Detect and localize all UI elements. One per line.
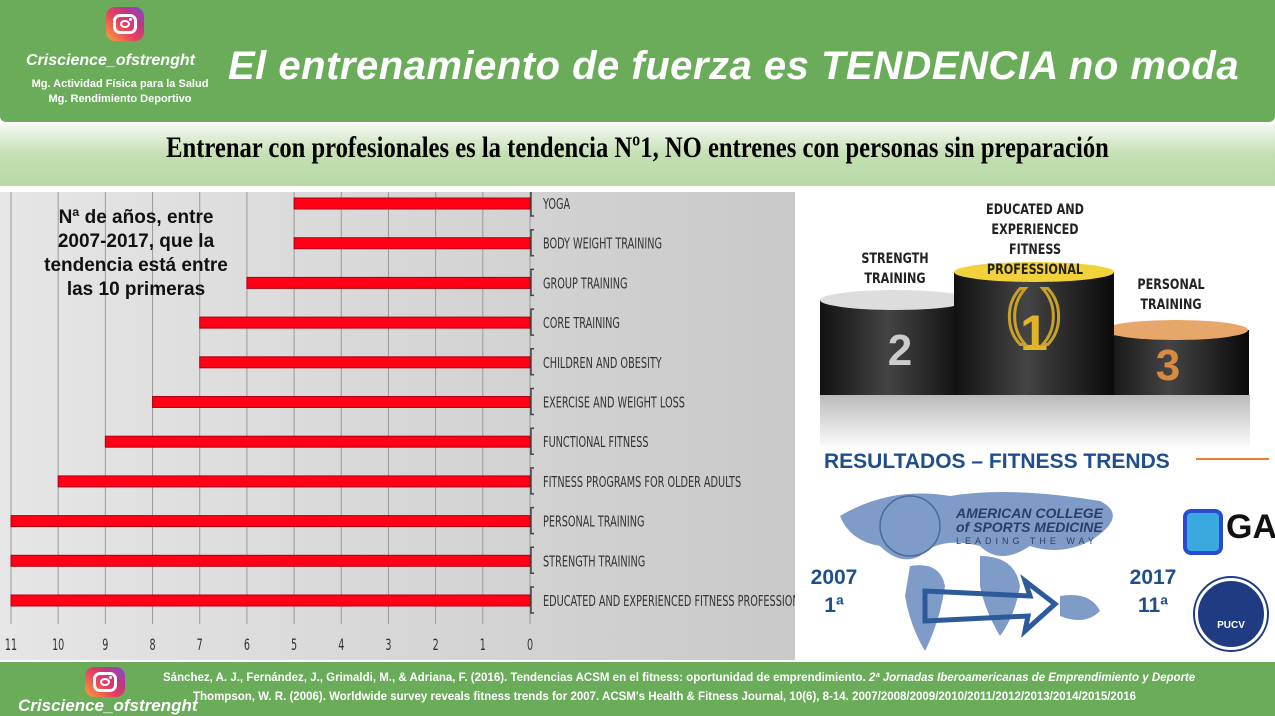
degree-2: Mg. Rendimiento Deportivo [48, 93, 192, 105]
bar [10, 515, 531, 528]
note-line: 2007-2017, que la [57, 231, 215, 252]
note-line: las 10 primeras [66, 279, 206, 300]
pucv-logo: PUCV [1195, 578, 1267, 650]
bar [199, 356, 531, 369]
bracket [530, 268, 534, 297]
acsm-seal-icon [879, 495, 941, 557]
first-label: EDUCATED AND EXPERIENCED FITNESS PROFESS… [986, 202, 1084, 278]
instagram-icon[interactable] [85, 667, 125, 697]
podium-first [954, 272, 1114, 395]
category-label: CHILDREN AND OBESITY [543, 355, 662, 372]
chart-svg: YOGA BODY WEIGHT TRAINING GROUP TRAINING CO… [5, 192, 795, 655]
bracket [530, 546, 534, 575]
bracket [530, 586, 534, 614]
results-title: RESULTADOS – FITNESS TRENDS [824, 450, 1170, 473]
x-tick-label: 2 [433, 637, 439, 655]
category-label: GROUP TRAINING [543, 276, 628, 293]
x-tick-label: 4 [338, 637, 344, 655]
world-map-image [840, 492, 1113, 651]
x-tick-label: 5 [291, 637, 297, 655]
podium-third [1104, 330, 1249, 395]
end-year: 2017 11ª [1123, 564, 1183, 620]
bar [104, 435, 531, 448]
acsm-line1: AMERICAN COLLEGE [956, 505, 1103, 521]
bracket [530, 348, 534, 376]
x-tick-label: 0 [527, 637, 533, 655]
note-line: Nª de años, entre [58, 207, 214, 228]
chart-note: Nª de años, entre 2007-2017, que la tend… [16, 206, 256, 302]
bar [10, 594, 531, 607]
x-tick-label: 8 [149, 637, 155, 655]
podium-image: 2 1 3 ( ) [820, 262, 1250, 450]
footer-handle: Criscience_ofstrenght [18, 696, 198, 715]
podium-second [820, 300, 970, 395]
bar [293, 197, 531, 210]
place-3: 3 [1156, 341, 1180, 390]
subtitle-band [0, 124, 1275, 186]
bracket [530, 467, 534, 495]
rank-2017: 11ª [1138, 594, 1168, 617]
acsm-logo: AMERICAN COLLEGE of SPORTS MEDICINE LEAD… [956, 506, 1103, 548]
reference-2: Thompson, W. R. (2006). Worldwide survey… [193, 691, 1137, 703]
rank-2007: 1ª [824, 594, 844, 617]
page-title: El entrenamiento de fuerza es TENDENCIA … [228, 44, 1240, 88]
bracket [530, 192, 534, 217]
podium-reflection [820, 395, 1250, 450]
degree-1: Mg. Actividad Física para la Salud [31, 78, 209, 90]
place-1: 1 [1020, 305, 1048, 361]
bar-chart: YOGA BODY WEIGHT TRAINING GROUP TRAINING CO… [0, 192, 795, 660]
x-tick-label: 10 [52, 637, 64, 655]
category-label: PERSONAL TRAINING [543, 514, 644, 531]
gaf-logo-icon [1183, 509, 1223, 555]
ref1-journal: 2ª Jornadas Iberoamericanas de Emprendim… [868, 672, 1196, 684]
year-2007: 2007 [810, 566, 858, 589]
second-label: STRENGTH TRAINING [861, 251, 929, 287]
bracket [530, 308, 534, 336]
x-tick-label: 3 [385, 637, 391, 655]
bar [152, 396, 531, 408]
bracket [530, 427, 534, 455]
bar [293, 237, 531, 250]
place-2: 2 [888, 326, 912, 375]
x-tick-label: 9 [102, 637, 108, 655]
bar [199, 316, 531, 329]
x-tick-label: 7 [197, 637, 203, 655]
category-label: FITNESS PROGRAMS FOR OLDER ADULTS [543, 474, 741, 491]
x-tick-label: 1 [480, 637, 486, 655]
divider [1196, 458, 1269, 460]
footer: Criscience_ofstrenght Sánchez, A. J., Fe… [0, 662, 1275, 716]
category-label: CORE TRAINING [543, 315, 620, 332]
x-tick-label: 11 [5, 637, 17, 655]
bracket [530, 506, 534, 535]
third-label: PERSONAL TRAINING [1137, 277, 1205, 313]
bracket [530, 387, 534, 416]
year-2017: 2017 [1129, 566, 1177, 589]
bar [246, 276, 531, 289]
reference-1: Sánchez, A. J., Fernández, J., Grimaldi,… [163, 672, 1195, 684]
category-label: BODY WEIGHT TRAINING [543, 236, 662, 253]
start-year: 2007 1ª [805, 564, 863, 620]
note-line: tendencia está entre [44, 255, 228, 276]
acsm-line2: of SPORTS MEDICINE [956, 519, 1103, 535]
header-banner: Criscience_ofstrenght Mg. Actividad Físi… [0, 0, 1275, 122]
laurel-icon: ( ) [1006, 278, 1063, 345]
instagram-icon[interactable] [106, 7, 144, 41]
category-label: EXERCISE AND WEIGHT LOSS [543, 395, 685, 412]
x-tick-label: 6 [244, 637, 250, 655]
bracket [530, 228, 534, 257]
category-label: FUNCTIONAL FITNESS [543, 435, 649, 452]
gaf-logo: GAF [1226, 508, 1275, 546]
acsm-tag: LEADING THE WAY [956, 536, 1098, 546]
bar [10, 554, 531, 567]
subtitle: Entrenar con profesionales es la tendenc… [166, 131, 1109, 164]
category-label: YOGA [542, 196, 570, 213]
bar [57, 475, 531, 488]
category-label: EDUCATED AND EXPERIENCED FITNESS PROFESS… [543, 593, 795, 610]
ref1-text: Sánchez, A. J., Fernández, J., Grimaldi,… [163, 672, 869, 684]
handle: Criscience_ofstrenght [26, 52, 195, 69]
arrow-icon [922, 574, 1059, 638]
category-label: STRENGTH TRAINING [543, 554, 645, 571]
